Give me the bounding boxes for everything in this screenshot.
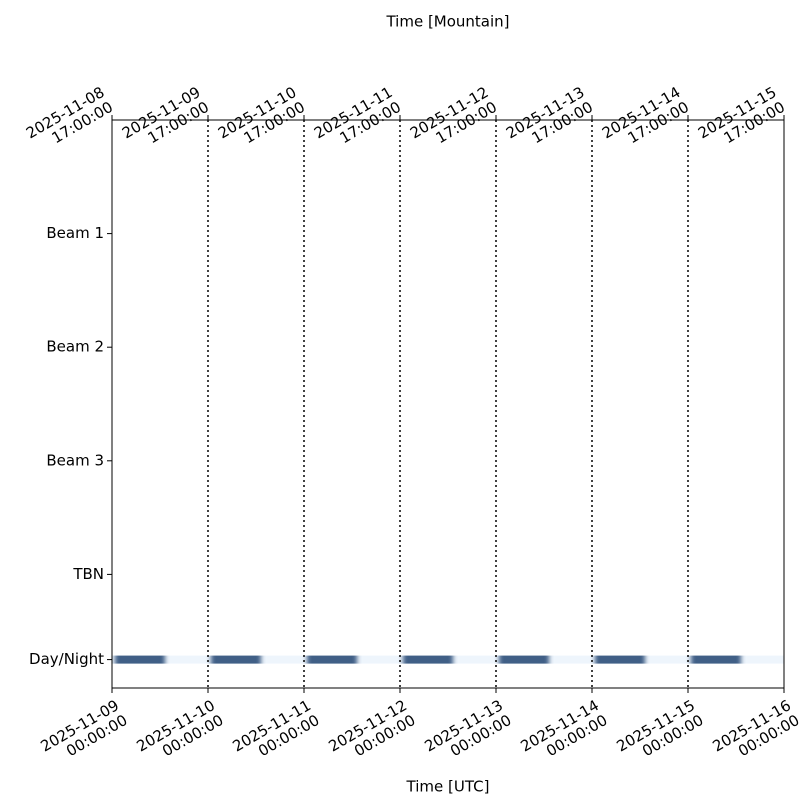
night-segment <box>211 655 261 664</box>
y-tick-label: TBN <box>72 565 104 583</box>
x-tick-label: 2025-11-0900:00:00 <box>37 696 130 770</box>
night-segment <box>691 655 741 664</box>
x-tick-label: 2025-11-1200:00:00 <box>325 696 418 770</box>
y-tick-label: Beam 1 <box>46 224 104 242</box>
x-axis-label: Time [UTC] <box>406 778 490 796</box>
x-tick-label: 2025-11-1500:00:00 <box>613 696 706 770</box>
x-tick-label: 2025-11-1600:00:00 <box>709 696 800 770</box>
x2-axis-label: Time [Mountain] <box>385 13 509 31</box>
y-tick-label: Beam 3 <box>46 451 104 469</box>
night-segment <box>403 655 453 664</box>
plot-frame <box>111 119 785 689</box>
night-segment <box>499 655 549 664</box>
x-tick-label: 2025-11-1300:00:00 <box>421 696 514 770</box>
night-segment <box>307 655 357 664</box>
y-tick-label: Day/Night <box>29 650 104 668</box>
night-segment <box>115 655 165 664</box>
x-tick-label: 2025-11-1400:00:00 <box>517 696 610 770</box>
x-tick-label: 2025-11-1100:00:00 <box>229 696 322 770</box>
x2-tick-label: 2025-11-0817:00:00 <box>23 83 116 157</box>
y-tick-label: Beam 2 <box>46 338 104 356</box>
x-tick-label: 2025-11-1000:00:00 <box>133 696 226 770</box>
night-segment <box>595 655 645 664</box>
